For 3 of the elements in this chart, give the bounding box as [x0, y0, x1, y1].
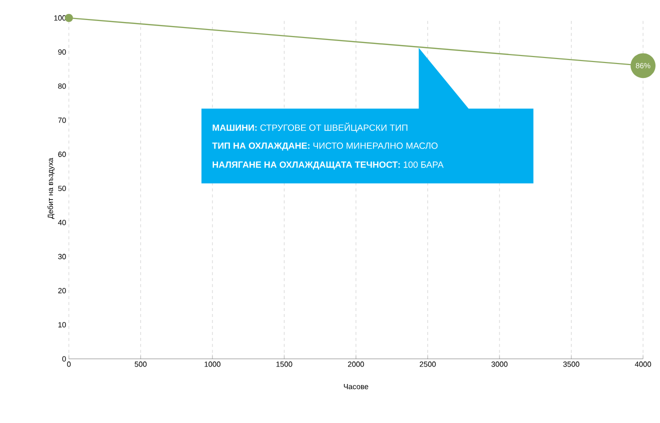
annotation: МАШИНИ: СТРУГОВЕ ОТ ШВЕЙЦАРСКИ ТИП — [212, 122, 408, 133]
annotation: ТИП НА ОХЛАЖДАНЕ: ЧИСТО МИНЕРАЛНО МАСЛО — [212, 142, 438, 151]
annotation: НАЛЯГАНЕ НА ОХЛАЖДАЩАТА ТЕЧНОСТ: 100 БАРА — [212, 162, 444, 170]
